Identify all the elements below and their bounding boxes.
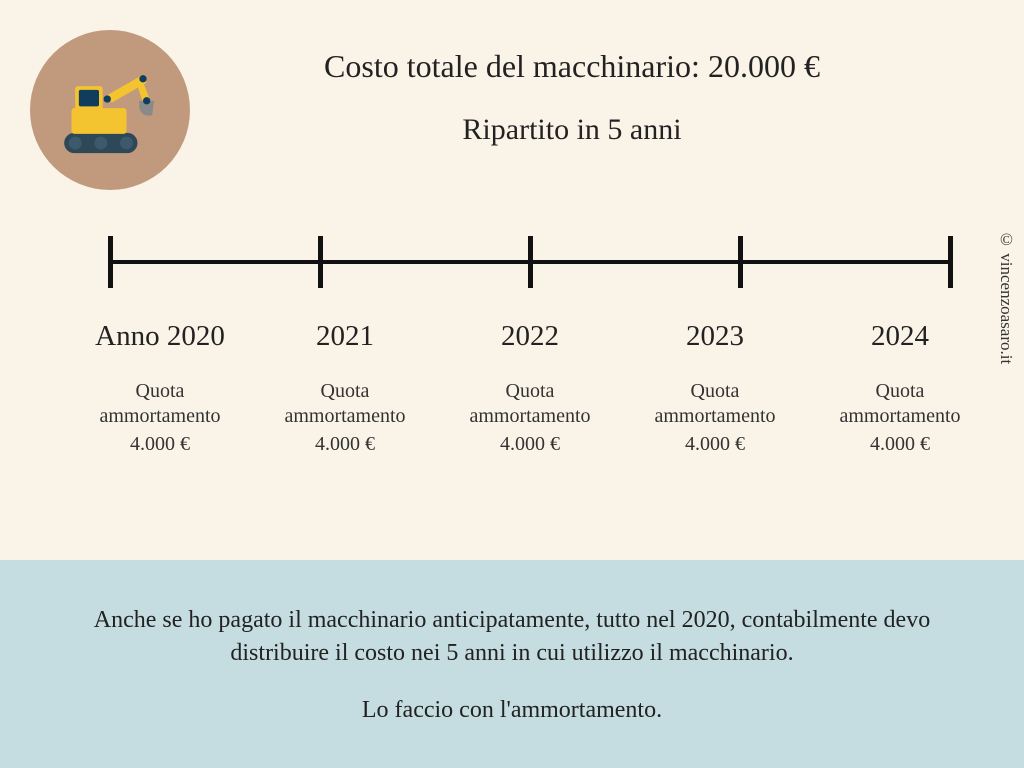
footer-para-2: Lo faccio con l'ammortamento. [60, 697, 964, 724]
timeline-tick [738, 236, 743, 288]
quota-label: Quotaammortamento [440, 379, 620, 429]
year-column: 2022 Quotaammortamento 4.000 € [440, 320, 620, 456]
year-label: Anno 2020 [70, 320, 250, 353]
year-label: 2024 [810, 320, 990, 353]
quota-amount: 4.000 € [625, 433, 805, 456]
heading-years: Ripartito in 5 anni [180, 113, 964, 147]
timeline-tick [948, 236, 953, 288]
year-label: 2021 [255, 320, 435, 353]
timeline-tick [318, 236, 323, 288]
quota-amount: 4.000 € [440, 433, 620, 456]
year-column: 2021 Quotaammortamento 4.000 € [255, 320, 435, 456]
quota-amount: 4.000 € [810, 433, 990, 456]
year-label: 2022 [440, 320, 620, 353]
quota-amount: 4.000 € [70, 433, 250, 456]
icon-circle [30, 30, 190, 190]
quota-label: Quotaammortamento [810, 379, 990, 429]
footer-panel: Anche se ho pagato il macchinario antici… [0, 560, 1024, 768]
year-column: 2023 Quotaammortamento 4.000 € [625, 320, 805, 456]
quota-label: Quotaammortamento [625, 379, 805, 429]
footer-para-1: Anche se ho pagato il macchinario antici… [60, 604, 964, 669]
timeline-tick [108, 236, 113, 288]
main-panel: Costo totale del macchinario: 20.000 € R… [0, 0, 1024, 560]
quota-label: Quotaammortamento [70, 379, 250, 429]
excavator-icon [55, 55, 165, 165]
year-column: 2024 Quotaammortamento 4.000 € [810, 320, 990, 456]
watermark: © vincenzoasaro.it [996, 230, 1016, 364]
heading-cost: Costo totale del macchinario: 20.000 € [180, 48, 964, 85]
timeline-tick [528, 236, 533, 288]
year-label: 2023 [625, 320, 805, 353]
year-column: Anno 2020 Quotaammortamento 4.000 € [70, 320, 250, 456]
years-row: Anno 2020Quotaammortamento4.000 €2021Quo… [70, 320, 990, 456]
quota-amount: 4.000 € [255, 433, 435, 456]
quota-label: Quotaammortamento [255, 379, 435, 429]
